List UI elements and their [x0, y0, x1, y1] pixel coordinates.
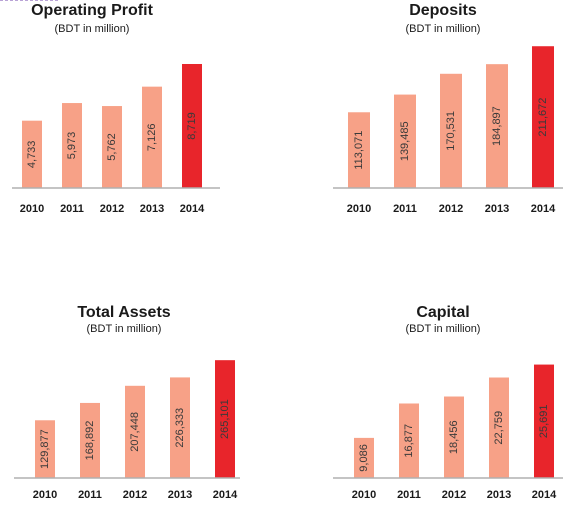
- bar-value-label: 129,877: [39, 429, 51, 469]
- x-tick-label: 2010: [33, 489, 57, 501]
- bar-value-label: 226,333: [174, 408, 186, 448]
- x-tick-label: 2010: [20, 203, 44, 215]
- chart-subtitle: (BDT in million): [55, 23, 130, 35]
- x-tick-label: 2013: [168, 489, 192, 501]
- x-tick-label: 2012: [100, 203, 124, 215]
- bar-2013: [170, 377, 190, 478]
- bars-group: 129,877 168,892 207,448 226,333 265,101: [35, 360, 235, 478]
- x-tick-label: 2014: [532, 489, 557, 501]
- chart-subtitle: (BDT in million): [87, 323, 162, 335]
- x-tick-label: 2013: [487, 489, 511, 501]
- x-tick-label: 2014: [531, 203, 556, 215]
- bar-value-label: 5,762: [106, 133, 118, 161]
- chart-deposits: Deposits (BDT in million) 113,071 139,485…: [291, 0, 582, 253]
- bars-group: 9,086 16,877 18,456 22,759 25,691: [354, 364, 554, 478]
- bar-2010: [348, 112, 370, 188]
- bar-2013: [486, 64, 508, 188]
- chart-title: Capital: [416, 304, 469, 321]
- bar-2012: [444, 396, 464, 478]
- x-tick-label: 2010: [352, 489, 376, 501]
- x-tick-label: 2012: [442, 489, 466, 501]
- x-tick-label: 2012: [123, 489, 147, 501]
- bar-value-label: 8,719: [186, 112, 198, 140]
- top-dashed-rule: [0, 0, 58, 2]
- x-tick-label: 2011: [393, 203, 417, 215]
- bar-value-label: 7,126: [146, 124, 158, 152]
- bar-2011: [394, 94, 416, 188]
- bar-value-label: 139,485: [399, 121, 411, 161]
- bar-2014: [534, 364, 554, 478]
- bar-2010: [35, 420, 55, 478]
- bar-value-label: 207,448: [129, 412, 141, 452]
- bar-value-label: 168,892: [84, 421, 96, 461]
- bar-2012: [125, 385, 145, 478]
- bar-value-label: 9,086: [358, 444, 370, 472]
- chart-title: Deposits: [409, 2, 477, 19]
- bar-2012: [440, 73, 462, 188]
- x-tick-label: 2011: [397, 489, 421, 501]
- bar-value-label: 4,733: [26, 141, 38, 169]
- x-tick-label: 2013: [485, 203, 509, 215]
- bar-2011: [62, 103, 82, 188]
- chart-subtitle: (BDT in million): [406, 323, 481, 335]
- bar-2014: [215, 360, 235, 478]
- bar-2013: [142, 86, 162, 188]
- x-tick-label: 2011: [60, 203, 84, 215]
- bar-value-label: 22,759: [493, 411, 505, 445]
- bar-2011: [399, 403, 419, 478]
- bar-value-label: 16,877: [403, 424, 415, 458]
- bar-2014: [182, 63, 202, 188]
- chart-total-assets: Total Assets (BDT in million) 129,877 168…: [0, 253, 291, 506]
- bar-value-label: 5,973: [66, 132, 78, 160]
- bar-2011: [80, 402, 100, 478]
- bar-value-label: 211,672: [537, 98, 549, 137]
- x-tick-label: 2014: [213, 489, 238, 501]
- x-tick-label: 2011: [78, 489, 102, 501]
- chart-operating-profit: Operating Profit (BDT in million) 4,733 5…: [0, 0, 291, 253]
- x-tick-label: 2014: [180, 203, 205, 215]
- bars-group: 4,733 5,973 5,762 7,126 8,719: [22, 63, 202, 188]
- chart-subtitle: (BDT in million): [406, 23, 481, 35]
- x-tick-label: 2012: [439, 203, 463, 215]
- bar-value-label: 184,897: [491, 106, 503, 146]
- x-tick-label: 2013: [140, 203, 164, 215]
- bar-2014: [532, 46, 554, 188]
- bar-value-label: 265,101: [219, 399, 231, 439]
- chart-svg: Total Assets (BDT in million) 129,877 168…: [14, 304, 240, 501]
- bars-group: 113,071 139,485 170,531 184,897 211,672: [348, 46, 554, 188]
- bar-2013: [489, 377, 509, 478]
- bar-value-label: 113,071: [353, 131, 365, 170]
- bar-value-label: 25,691: [538, 404, 550, 438]
- bar-2012: [102, 106, 122, 188]
- bar-value-label: 18,456: [448, 420, 460, 454]
- bar-value-label: 170,531: [445, 111, 457, 151]
- x-tick-label: 2010: [347, 203, 371, 215]
- chart-svg: Operating Profit (BDT in million) 4,733 5…: [12, 2, 220, 215]
- chart-svg: Capital (BDT in million) 9,086 16,877 18,4…: [333, 304, 563, 501]
- chart-capital: Capital (BDT in million) 9,086 16,877 18,4…: [291, 253, 582, 506]
- chart-title: Total Assets: [77, 304, 170, 321]
- chart-svg: Deposits (BDT in million) 113,071 139,485…: [333, 2, 563, 215]
- chart-title: Operating Profit: [31, 2, 153, 19]
- bar-2010: [22, 120, 42, 188]
- bar-2010: [354, 437, 374, 478]
